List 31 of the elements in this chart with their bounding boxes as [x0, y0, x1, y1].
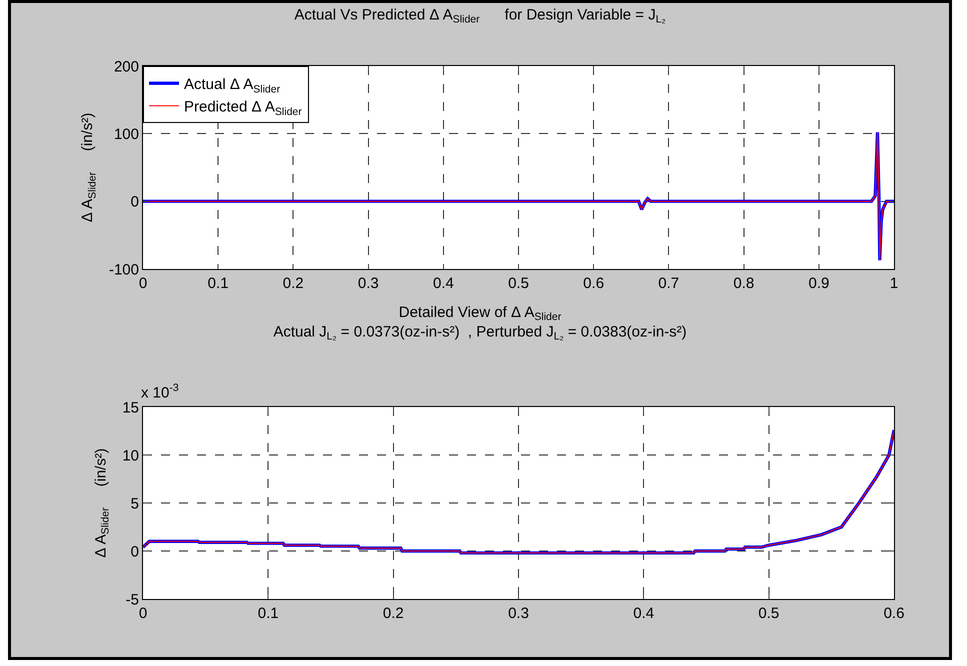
x-tick-label: 0.6: [583, 275, 604, 292]
x-tick-label: 0.5: [758, 605, 780, 622]
y-tick-label: 10: [122, 447, 139, 464]
x-tick-label: 0.3: [508, 605, 529, 622]
y-tick-label: 0: [130, 543, 139, 560]
x-tick-label: 0.9: [808, 275, 830, 292]
y-tick-label: 200: [114, 58, 139, 76]
x-tick-label: 0.8: [733, 275, 754, 292]
y-tick-label: 15: [122, 399, 139, 416]
x-tick-label: 0.4: [432, 275, 454, 292]
y-tick-label: -5: [126, 591, 139, 608]
x-tick-label: 1: [890, 275, 898, 292]
x-tick-label: 0.4: [633, 605, 654, 622]
x-tick-label: 0.3: [358, 275, 379, 292]
legend-label: Actual Δ A$_{Slider}$: [184, 76, 281, 96]
legend-label: Predicted Δ A$_{Slider}$: [184, 98, 302, 118]
x-tick-label: 0.2: [282, 275, 304, 292]
text: x 10$^{-3}$: [141, 382, 179, 402]
chart-title: Detailed View of Δ A$_{Slider}$: [398, 304, 562, 324]
x-tick-label: 0.7: [658, 275, 680, 292]
x-tick-label: 0.6: [884, 605, 904, 622]
x-tick-label: 0.1: [258, 605, 279, 622]
chart-subtitle: Actual J$_{L₂}$ = 0.0373(oz-in-s²) , Perturbed J$_{L₂}$ = 0.0383(oz-in-s²): [273, 324, 687, 343]
y-tick-label: 5: [130, 495, 139, 512]
chart-title: Actual Vs Predicted Δ A$_{Slider}$ for Design Variable = J$_{L₂}$: [294, 6, 666, 26]
x-tick-label: 0.1: [208, 275, 229, 292]
y-tick-label: 0: [130, 194, 139, 211]
y-tick-label: -100: [108, 261, 139, 278]
y-tick-label: 100: [114, 126, 139, 143]
x-tick-label: 0.5: [508, 275, 529, 292]
x-tick-label: 0.2: [382, 605, 404, 622]
